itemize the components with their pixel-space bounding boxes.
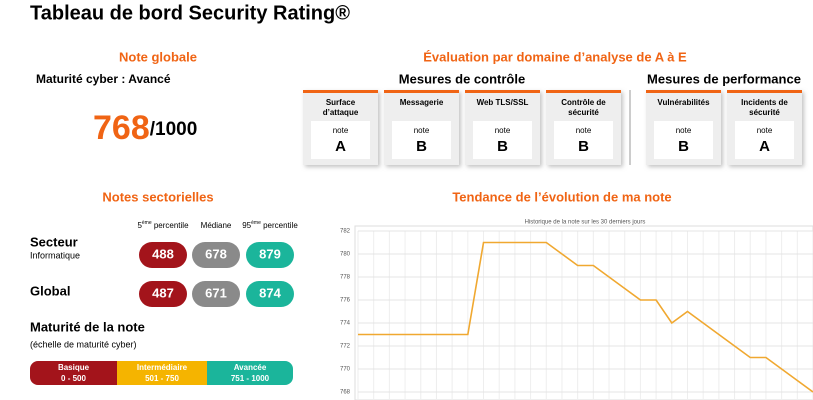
scale-range: 501 - 750 <box>145 374 179 383</box>
scale-segment-fill <box>40 361 117 385</box>
card-top <box>465 90 540 93</box>
scale-segment <box>117 361 207 385</box>
rank: 95 <box>242 221 251 230</box>
grade-box <box>554 121 613 159</box>
y-tick-label: 774 <box>340 321 351 327</box>
grade-box <box>735 121 794 159</box>
card-top <box>727 90 802 93</box>
page-title: Tableau de bord Security Rating® <box>30 2 350 24</box>
card-top <box>303 90 378 93</box>
grade-label: note <box>333 126 349 135</box>
grade: B <box>678 138 689 155</box>
grade-label: note <box>414 126 430 135</box>
grade-label: note <box>676 126 692 135</box>
scale-range: 0 - 500 <box>61 374 86 383</box>
score-value: 488 <box>152 246 174 261</box>
y-tick-label: 776 <box>340 298 351 304</box>
grade-box <box>654 121 713 159</box>
scale-name: Avancée <box>234 363 267 372</box>
grade-box <box>473 121 532 159</box>
score-pill <box>139 242 187 268</box>
card-label: d’attaque <box>323 108 359 117</box>
row-name: Secteur <box>30 234 78 249</box>
grade-box <box>392 121 451 159</box>
row-name: Global <box>30 283 70 298</box>
y-tick-label: 778 <box>340 275 351 281</box>
grade-box <box>311 121 370 159</box>
card-top <box>384 90 459 93</box>
grade: B <box>578 138 589 155</box>
column-label: Médiane <box>201 221 232 230</box>
card-top <box>546 90 621 93</box>
card-label: Web TLS/SSL <box>477 98 529 107</box>
chart-frame <box>354 225 813 400</box>
section-title: Note globale <box>119 49 197 64</box>
score-pill <box>246 242 294 268</box>
scale-title: Maturité de la note <box>30 319 145 334</box>
score-value: 671 <box>205 285 227 300</box>
card-label: Contrôle de <box>561 98 606 107</box>
section-title: Notes sectorielles <box>102 189 213 204</box>
score-value: 874 <box>259 285 281 300</box>
score-value: 879 <box>259 246 281 261</box>
y-tick-label: 770 <box>340 367 351 373</box>
rank-suffix: ème <box>142 220 152 226</box>
grade: B <box>416 138 427 155</box>
card-label: Incidents de <box>741 98 788 107</box>
column-header: Médiane <box>201 221 232 230</box>
chart-title: Historique de la note sur les 30 dernier… <box>525 220 646 226</box>
card-label: Vulnérabilités <box>657 98 710 107</box>
score-scale: /1000 <box>150 119 198 140</box>
grade-label: note <box>495 126 511 135</box>
section-title: Évaluation par domaine d’analyse de A à … <box>423 49 687 64</box>
scale-segment-fill <box>207 361 283 385</box>
grade-label: note <box>576 126 592 135</box>
line <box>358 241 813 393</box>
group-title: Mesures de performance <box>647 71 801 86</box>
rank-suffix: ème <box>251 220 261 226</box>
scale-range: 751 - 1000 <box>231 374 270 383</box>
card-label: Messagerie <box>400 98 444 107</box>
column-header: 95ème percentile <box>242 220 298 230</box>
row-sub: Informatique <box>30 250 80 260</box>
scale-name: Basique <box>58 363 90 372</box>
score-pill <box>246 281 294 307</box>
grade: A <box>759 138 770 155</box>
y-tick-label: 780 <box>340 252 351 258</box>
card-label: Surface <box>326 98 356 107</box>
maturity: Maturité cyber : Avancé <box>36 72 171 86</box>
y-tick-label: 768 <box>340 390 351 396</box>
grade-label: note <box>757 126 773 135</box>
column-header: 5ème percentile <box>137 220 189 230</box>
score-pill <box>139 281 187 307</box>
score-value: 487 <box>152 285 174 300</box>
scale-subtitle: (échelle de maturité cyber) <box>30 339 137 349</box>
scale-name: Intermédiaire <box>137 363 188 372</box>
card-label: sécurité <box>749 108 780 117</box>
column-label: percentile <box>261 221 298 230</box>
section-title: Tendance de l’évolution de ma note <box>452 189 671 204</box>
group-title: Mesures de contrôle <box>399 71 525 86</box>
score-line: 768/1000 <box>93 109 197 147</box>
score-pill <box>192 242 240 268</box>
grade: B <box>497 138 508 155</box>
rank: 5 <box>137 221 142 230</box>
card-top <box>646 90 721 93</box>
score-value: 678 <box>205 246 227 261</box>
card-label: sécurité <box>568 108 599 117</box>
column-label: percentile <box>152 221 189 230</box>
y-tick-label: 782 <box>340 229 351 235</box>
y-tick-label: 772 <box>340 344 351 350</box>
grade: A <box>335 138 346 155</box>
score-pill <box>192 281 240 307</box>
score: 768 <box>93 109 150 147</box>
